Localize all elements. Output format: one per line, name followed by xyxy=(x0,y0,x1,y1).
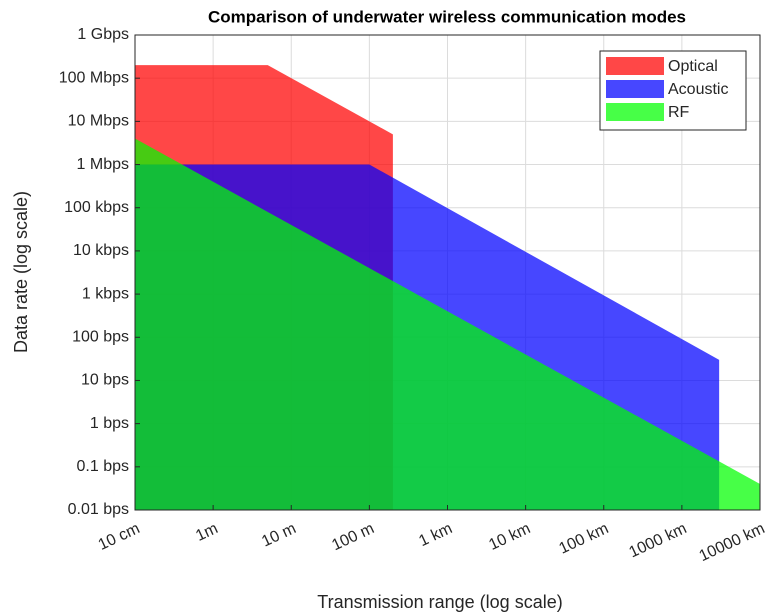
x-tick-label: 10 cm xyxy=(96,520,143,554)
y-tick-label: 10 kbps xyxy=(73,242,129,259)
axes-box xyxy=(134,34,761,511)
x-tick-label: 100 km xyxy=(556,520,611,558)
y-tick-label: 10 bps xyxy=(81,372,129,389)
y-axis-label: Data rate (log scale) xyxy=(11,191,31,353)
y-tick-label: 1 kbps xyxy=(82,285,129,302)
x-axis-label: Transmission range (log scale) xyxy=(317,592,562,612)
area xyxy=(135,138,760,510)
legend-label: Optical xyxy=(668,58,718,75)
legend-swatch xyxy=(606,103,664,121)
y-tick-label: 0.1 bps xyxy=(77,458,129,475)
legend-swatch xyxy=(606,80,664,98)
x-tick-label: 10000 km xyxy=(697,520,768,565)
y-tick-label: 10 Mbps xyxy=(68,113,129,130)
x-tick-label: 1000 km xyxy=(627,520,690,561)
y-tick-label: 0.01 bps xyxy=(68,501,129,518)
x-tick-label: 10 m xyxy=(259,520,298,550)
x-tick-label: 1m xyxy=(193,520,220,545)
chart-title: Comparison of underwater wireless commun… xyxy=(208,7,686,26)
x-tick-label: 100 m xyxy=(329,520,376,554)
y-tick-label: 1 Mbps xyxy=(77,156,129,173)
y-tick-label: 1 bps xyxy=(90,415,129,432)
y-tick-label: 100 Mbps xyxy=(59,69,129,86)
y-tick-label: 100 kbps xyxy=(64,199,129,216)
x-tick-label: 10 km xyxy=(486,520,533,554)
y-tick-label: 100 bps xyxy=(72,328,129,345)
legend-swatch xyxy=(606,57,664,75)
legend: Optical Acoustic RF xyxy=(599,50,747,131)
y-tick-label: 1 Gbps xyxy=(77,26,129,43)
legend-label: Acoustic xyxy=(668,81,728,98)
legend-label: RF xyxy=(668,104,690,121)
x-tick-label: 1 km xyxy=(416,520,455,550)
